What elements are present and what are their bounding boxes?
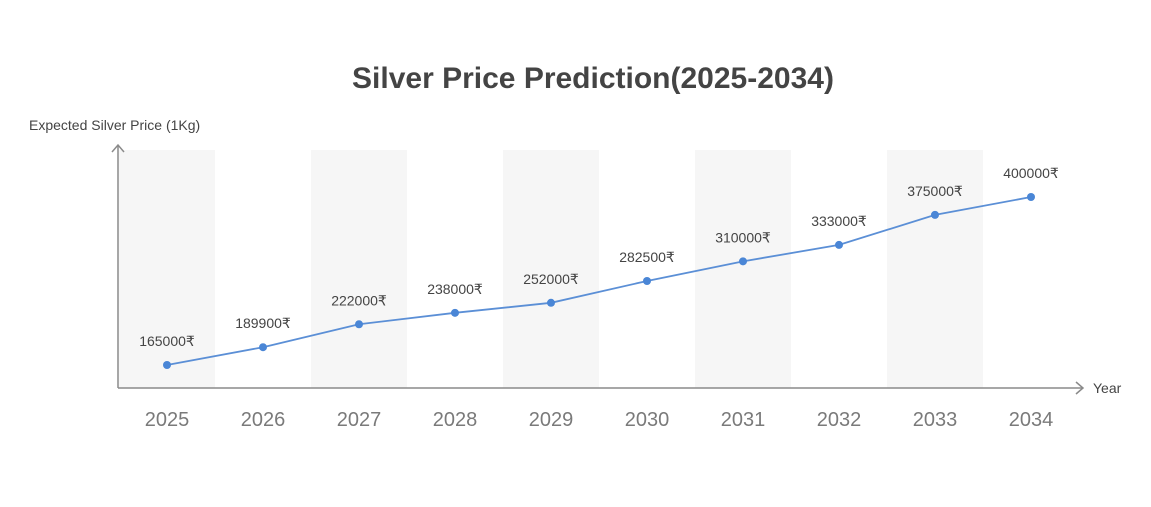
x-tick-label: 2032	[817, 409, 862, 431]
x-tick-label: 2025	[145, 409, 190, 431]
x-tick-label: 2033	[913, 409, 958, 431]
column-bands	[119, 150, 983, 388]
data-point	[451, 308, 459, 317]
data-label: 238000₹	[427, 281, 483, 297]
data-point	[355, 320, 363, 329]
data-point	[931, 210, 939, 219]
data-point	[643, 277, 651, 285]
x-tick-label: 2028	[433, 409, 478, 431]
column-band	[311, 150, 407, 388]
x-axis-label: Year	[1093, 380, 1122, 396]
data-label: 165000₹	[139, 333, 195, 349]
data-point	[1027, 193, 1035, 201]
data-point	[835, 240, 843, 249]
axes	[111, 143, 1085, 395]
column-band	[695, 150, 791, 388]
y-axis-label: Expected Silver Price (1Kg)	[29, 117, 201, 133]
x-tick-label: 2031	[721, 409, 766, 431]
y-axis-arrow	[111, 143, 125, 153]
data-label: 400000₹	[1003, 165, 1059, 181]
x-tick-label: 2027	[337, 409, 382, 431]
column-band	[119, 150, 215, 388]
data-point	[547, 298, 555, 307]
column-band	[887, 150, 983, 388]
column-band	[503, 150, 599, 388]
data-point	[739, 257, 747, 266]
x-tick-label: 2029	[529, 409, 574, 431]
data-point	[163, 361, 171, 369]
data-label: 189900₹	[235, 315, 291, 331]
data-label: 252000₹	[523, 271, 579, 287]
price-series	[163, 193, 1035, 369]
x-tick-labels: 2025 2026 2027 2028 2029 2030 2031 2032 2033 2034	[145, 409, 1054, 431]
x-tick-label: 2034	[1009, 409, 1054, 431]
x-tick-label: 2030	[625, 409, 670, 431]
data-label: 282500₹	[619, 249, 675, 265]
series-line	[166, 196, 1032, 366]
chart-title: Silver Price Prediction(2025-2034)	[352, 62, 834, 95]
x-tick-label: 2026	[241, 409, 286, 431]
data-label: 310000₹	[715, 229, 771, 245]
x-axis-arrow	[1075, 381, 1085, 395]
data-label: 375000₹	[907, 183, 963, 199]
data-label: 333000₹	[811, 213, 867, 229]
data-point	[259, 343, 267, 352]
data-labels: 165000₹ 189900₹ 222000₹ 238000₹ 252000₹ 28250…	[139, 165, 1059, 349]
data-label: 222000₹	[331, 292, 387, 308]
